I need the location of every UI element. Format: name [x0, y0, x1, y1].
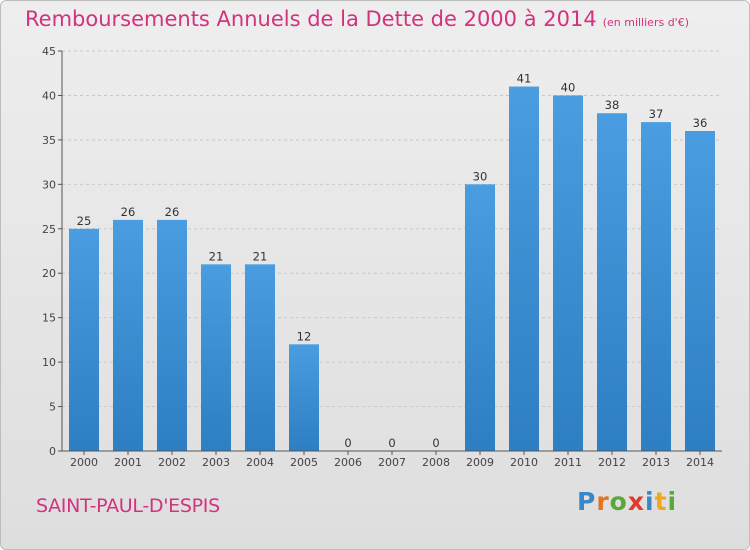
bar-2005	[289, 344, 319, 451]
logo-letter: t	[654, 487, 668, 516]
value-label-2011: 40	[561, 80, 576, 94]
bar-2001	[113, 219, 143, 451]
labels: 0 5 10 15 20 25 30 35 40 45 25 2000 26 2001 26 2002 21 20…	[42, 45, 714, 469]
value-label-2010: 41	[517, 72, 532, 86]
bars	[69, 86, 715, 452]
bar-2004	[245, 264, 275, 451]
x-tick-label-2007: 2007	[378, 456, 406, 469]
chart-title: Remboursements Annuels de la Dette de 20…	[25, 7, 689, 31]
x-tick-label-2010: 2010	[510, 456, 538, 469]
y-tick-label: 30	[42, 178, 56, 191]
value-label-2012: 38	[605, 98, 620, 112]
bar-2002	[157, 219, 187, 451]
value-label-2009: 30	[473, 169, 488, 183]
logo-letter: o	[609, 487, 628, 516]
x-tick-label-2012: 2012	[598, 456, 626, 469]
x-tick-label-2005: 2005	[290, 456, 318, 469]
value-label-2000: 25	[77, 214, 92, 228]
axes	[58, 50, 722, 455]
commune-name: SAINT-PAUL-D'ESPIS	[36, 495, 220, 517]
x-tick-label-2013: 2013	[642, 456, 670, 469]
logo-letter: i	[645, 487, 655, 516]
y-tick-label: 25	[42, 223, 56, 236]
value-label-2003: 21	[209, 249, 224, 263]
y-tick-label: 35	[42, 134, 56, 147]
y-tick-label: 15	[42, 312, 56, 325]
bar-2013	[641, 122, 671, 451]
bar-2014	[685, 131, 715, 451]
y-tick-label: 5	[49, 401, 56, 414]
x-tick-label-2014: 2014	[686, 456, 714, 469]
y-tick-label: 0	[49, 445, 56, 458]
x-tick-label-2009: 2009	[466, 456, 494, 469]
value-label-2008: 0	[432, 436, 439, 450]
x-tick-label-2011: 2011	[554, 456, 582, 469]
x-tick-label-2001: 2001	[114, 456, 142, 469]
value-label-2006: 0	[344, 436, 351, 450]
bar-2011	[553, 95, 583, 451]
x-tick-label-2008: 2008	[422, 456, 450, 469]
y-tick-label: 40	[42, 89, 56, 102]
x-tick-label-2002: 2002	[158, 456, 186, 469]
y-tick-label: 45	[42, 45, 56, 58]
value-label-2005: 12	[297, 329, 312, 343]
chart-title-unit: (en milliers d'€)	[602, 16, 689, 29]
x-tick-label-2003: 2003	[202, 456, 230, 469]
bar-2003	[201, 264, 231, 451]
value-label-2002: 26	[165, 205, 180, 219]
logo-letter: x	[627, 487, 645, 516]
bar-2010	[509, 86, 539, 452]
x-tick-label-2006: 2006	[334, 456, 362, 469]
value-label-2007: 0	[388, 436, 395, 450]
bar-2009	[465, 184, 495, 452]
logo-letter: P	[577, 487, 597, 516]
x-tick-label-2000: 2000	[70, 456, 98, 469]
logo-letter: i	[667, 487, 678, 516]
value-label-2004: 21	[253, 249, 268, 263]
chart-title-main: Remboursements Annuels de la Dette de 20…	[25, 7, 597, 31]
value-label-2014: 36	[693, 116, 708, 130]
value-label-2001: 26	[121, 205, 136, 219]
y-tick-label: 10	[42, 356, 56, 369]
value-label-2013: 37	[649, 107, 664, 121]
x-tick-label-2004: 2004	[246, 456, 274, 469]
proxiti-logo: Proxiti	[577, 487, 677, 516]
bar-2000	[69, 228, 99, 451]
bar-2012	[597, 113, 627, 451]
y-tick-label: 20	[42, 267, 56, 280]
logo-letter: r	[596, 487, 610, 516]
